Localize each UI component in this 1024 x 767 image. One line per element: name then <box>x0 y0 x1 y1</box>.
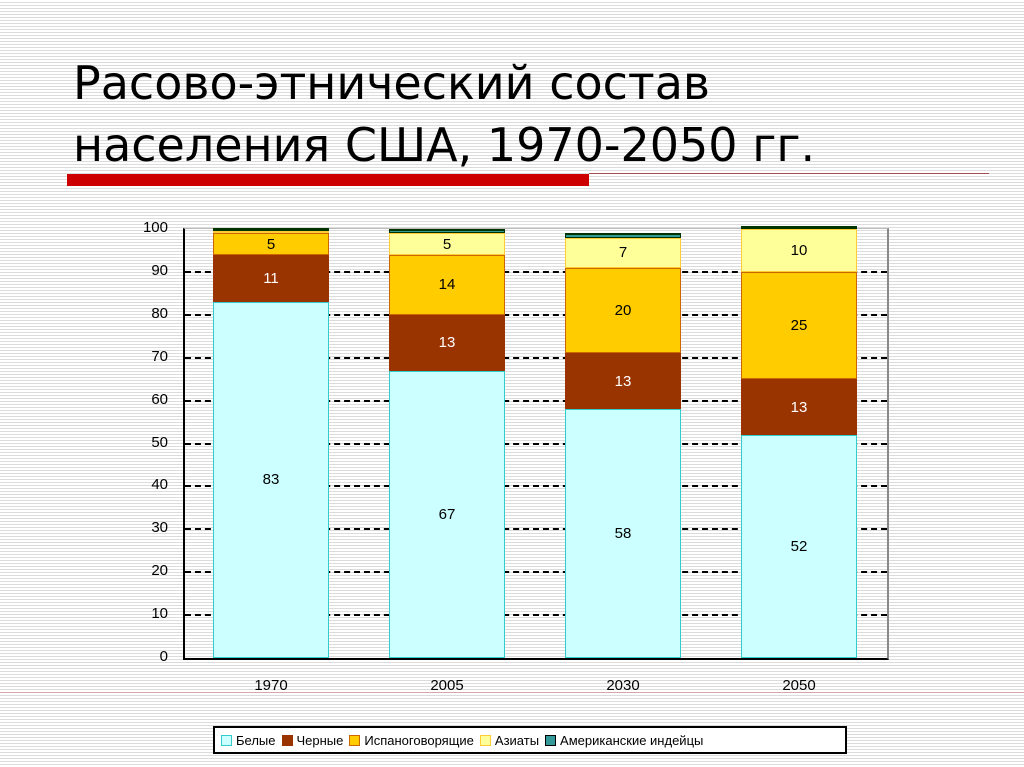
legend-item: Черные <box>281 732 344 748</box>
gridline <box>185 442 887 445</box>
x-tick-label: 1970 <box>254 677 288 694</box>
gridline <box>185 313 887 316</box>
legend-swatch-icon <box>221 734 232 746</box>
title-line-2: населения США, 1970-2050 гг. <box>73 118 816 172</box>
x-tick-label: 2050 <box>782 677 816 694</box>
data-label: 20 <box>614 302 632 320</box>
bar-1970: 83 11 5 <box>213 228 329 658</box>
footer-divider <box>0 692 1024 693</box>
bar-segment <box>741 226 857 229</box>
y-tick-label: 40 <box>151 476 168 494</box>
bar-segment <box>565 233 681 238</box>
bar-segment <box>389 229 505 234</box>
bar-segment: 7 <box>565 237 681 268</box>
data-label: 58 <box>614 525 632 543</box>
data-label: 25 <box>790 317 808 335</box>
bar-2050: 52 13 25 10 <box>741 226 857 658</box>
legend-label: Испаноговорящие <box>364 732 474 748</box>
gridline <box>185 571 887 574</box>
bar-2030: 58 13 20 7 <box>565 229 681 658</box>
x-tick-label: 2005 <box>430 677 464 694</box>
legend-label: Черные <box>296 732 344 748</box>
y-tick-label: 60 <box>151 390 168 408</box>
y-tick-label: 20 <box>151 562 168 580</box>
gridline <box>185 528 887 531</box>
bar-segment: 52 <box>741 434 857 658</box>
bar-segment: 67 <box>389 370 505 658</box>
bar-segment <box>213 228 329 232</box>
data-label: 11 <box>263 269 279 287</box>
legend-swatch-icon <box>545 734 557 746</box>
chart-legend: Белые Черные Испаноговорящие Азиаты Американ… <box>213 726 847 754</box>
gridline <box>185 485 887 488</box>
data-label: 83 <box>262 471 280 489</box>
data-label: 13 <box>438 334 456 352</box>
y-tick-label: 0 <box>159 648 168 665</box>
gridline <box>185 270 887 273</box>
bar-segment: 13 <box>565 353 681 410</box>
slide-title: Расово-этнический состав населения США, … <box>73 52 815 176</box>
bar-segment: 5 <box>389 233 505 255</box>
legend-label: Азиаты <box>494 732 540 748</box>
chart-plot-area: 83 11 5 67 13 14 5 58 13 20 7 52 13 25 10 <box>183 226 889 660</box>
bar-segment: 20 <box>565 267 681 354</box>
bar-segment: 10 <box>741 229 857 272</box>
legend-swatch-icon <box>281 734 293 746</box>
y-tick-label: 30 <box>151 519 168 537</box>
title-accent-line <box>589 173 989 174</box>
x-tick-label: 2030 <box>606 677 640 694</box>
bar-segment <box>213 231 329 234</box>
legend-item: Азиаты <box>479 732 540 748</box>
y-tick-label: 50 <box>151 433 168 451</box>
y-tick-label: 80 <box>151 304 168 322</box>
title-line-1: Расово-этнический состав <box>73 56 711 110</box>
bar-segment: 14 <box>389 254 505 315</box>
bar-segment: 13 <box>389 314 505 371</box>
bar-segment: 5 <box>213 233 329 255</box>
data-label: 7 <box>618 244 628 262</box>
y-tick-label: 90 <box>151 261 168 279</box>
data-label: 52 <box>790 537 808 555</box>
legend-swatch-icon <box>349 734 361 746</box>
legend-swatch-icon <box>479 734 491 746</box>
legend-label: Американские индейцы <box>560 732 704 748</box>
gridline <box>185 399 887 402</box>
y-tick-label: 100 <box>142 219 168 236</box>
data-label: 5 <box>442 235 452 253</box>
gridline <box>185 356 887 359</box>
bar-segment: 13 <box>741 379 857 435</box>
data-label: 5 <box>266 235 276 253</box>
legend-item: Белые <box>221 733 276 748</box>
bar-2005: 67 13 14 5 <box>389 229 505 658</box>
bar-segment: 11 <box>213 254 329 302</box>
legend-item: Испаноговорящие <box>349 733 474 748</box>
bar-segment: 25 <box>741 271 857 380</box>
gridline <box>185 614 887 617</box>
data-label: 13 <box>614 372 632 390</box>
data-label: 14 <box>438 276 456 294</box>
y-tick-label: 10 <box>151 605 168 623</box>
legend-label: Белые <box>236 732 276 748</box>
title-accent-bar <box>67 174 589 186</box>
data-label: 13 <box>790 398 808 416</box>
legend-item: Американские индейцы <box>545 733 703 748</box>
data-label: 10 <box>790 241 808 259</box>
data-label: 67 <box>438 505 456 523</box>
y-tick-label: 70 <box>151 347 168 365</box>
bar-segment: 58 <box>565 409 681 658</box>
bar-segment: 83 <box>213 301 329 658</box>
